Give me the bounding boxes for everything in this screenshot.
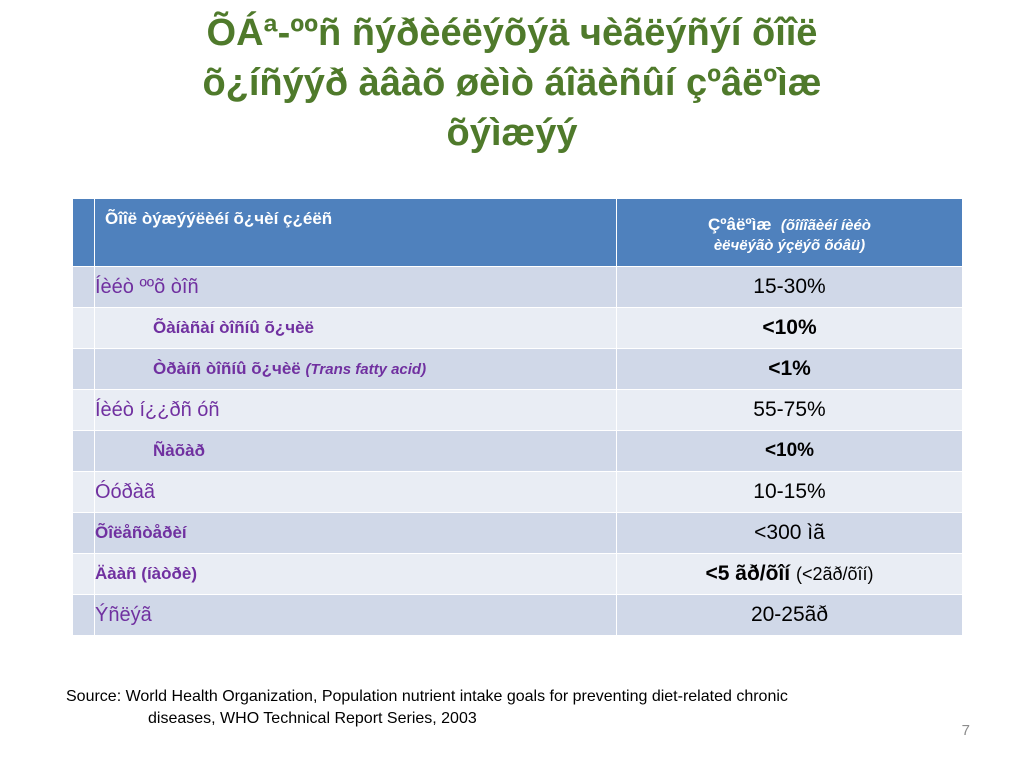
row-label: Ñàõàð	[94, 430, 617, 472]
table-row: Íèéò ººõ òîñ 15-30%	[72, 266, 963, 308]
row-value: <5 ãð/õîí (<2ãð/õîí)	[616, 553, 963, 595]
row-label: Ýñëýã	[94, 594, 617, 636]
header-recommendation-note-1: (õîíîãèéí íèéò	[780, 216, 871, 234]
page-number: 7	[961, 722, 970, 739]
row-marker	[72, 512, 95, 554]
header-recommendation-main: Çºâëºìæ	[708, 214, 772, 234]
table-row: Óóðàã 10-15%	[72, 471, 963, 513]
slide-title: ÕÁª-ººñ ñýðèéëýõýä чèãëýñýí õîîë õ¿íñýýð…	[60, 8, 964, 158]
table-row: Òðàíñ òîñíû õ¿чèë (Trans fatty acid) <1%	[72, 348, 963, 390]
row-label: Óóðàã	[94, 471, 617, 513]
table-row: Íèéò í¿¿ðñ óñ 55-75%	[72, 389, 963, 431]
row-label: Äààñ (íàòðè)	[94, 553, 617, 595]
header-recommendation: Çºâëºìæ (õîíîãèéí íèéò èëчëýãò ýçëýõ õóâ…	[616, 198, 963, 267]
row-label: Õîëåñòåðèí	[94, 512, 617, 554]
table-row: Ýñëýã 20-25ãð	[72, 594, 963, 636]
table-row: Õîëåñòåðèí <300 ìã	[72, 512, 963, 554]
row-marker	[72, 553, 95, 595]
title-line-3: õýìæýý	[446, 112, 578, 154]
row-label: Íèéò í¿¿ðñ óñ	[94, 389, 617, 431]
row-label: Õàíàñàí òîñíû õ¿чèë	[94, 307, 617, 349]
row-value: 15-30%	[616, 266, 963, 308]
row-marker	[72, 471, 95, 513]
row-marker	[72, 389, 95, 431]
row-marker	[72, 266, 95, 308]
row-value: <300 ìã	[616, 512, 963, 554]
title-line-2: õ¿íñýýð àâàõ øèìò áîäèñûí çºâëºìæ	[202, 62, 822, 104]
row-label: Íèéò ººõ òîñ	[94, 266, 617, 308]
row-value: 55-75%	[616, 389, 963, 431]
source-citation: Source: World Health Organization, Popul…	[66, 686, 986, 730]
row-value: 20-25ãð	[616, 594, 963, 636]
row-value: 10-15%	[616, 471, 963, 513]
header-marker-cell	[72, 198, 95, 267]
table-row: Ñàõàð <10%	[72, 430, 963, 472]
header-nutrient: Õîîë òýæýýëèéí õ¿чèí ç¿éëñ	[94, 198, 617, 267]
table-row: Õàíàñàí òîñíû õ¿чèë <10%	[72, 307, 963, 349]
row-marker	[72, 430, 95, 472]
row-value-main: <5 ãð/õîí	[705, 562, 791, 585]
source-line-2: diseases, WHO Technical Report Series, 2…	[148, 710, 477, 727]
title-line-1: ÕÁª-ººñ ñýðèéëýõýä чèãëýñýí õîîë	[206, 12, 818, 54]
row-value-note: (<2ãð/õîí)	[795, 564, 874, 584]
nutrient-goals-table: Õîîë òýæýýëèéí õ¿чèí ç¿éëñ Çºâëºìæ (õîíî…	[72, 198, 963, 636]
table-row: Äààñ (íàòðè) <5 ãð/õîí (<2ãð/õîí)	[72, 553, 963, 595]
table-header-row: Õîîë òýæýýëèéí õ¿чèí ç¿éëñ Çºâëºìæ (õîíî…	[72, 198, 963, 267]
row-label-text: Òðàíñ òîñíû õ¿чèë	[153, 359, 301, 378]
header-recommendation-note-2: èëчëýãò ýçëýõ õóâü)	[713, 236, 866, 254]
row-label-english: (Trans fatty acid)	[305, 361, 427, 378]
row-value: <1%	[616, 348, 963, 390]
row-label: Òðàíñ òîñíû õ¿чèë (Trans fatty acid)	[94, 348, 617, 390]
row-marker	[72, 307, 95, 349]
row-marker	[72, 594, 95, 636]
row-marker	[72, 348, 95, 390]
source-line-1: Source: World Health Organization, Popul…	[66, 688, 788, 705]
row-value: <10%	[616, 430, 963, 472]
row-value: <10%	[616, 307, 963, 349]
